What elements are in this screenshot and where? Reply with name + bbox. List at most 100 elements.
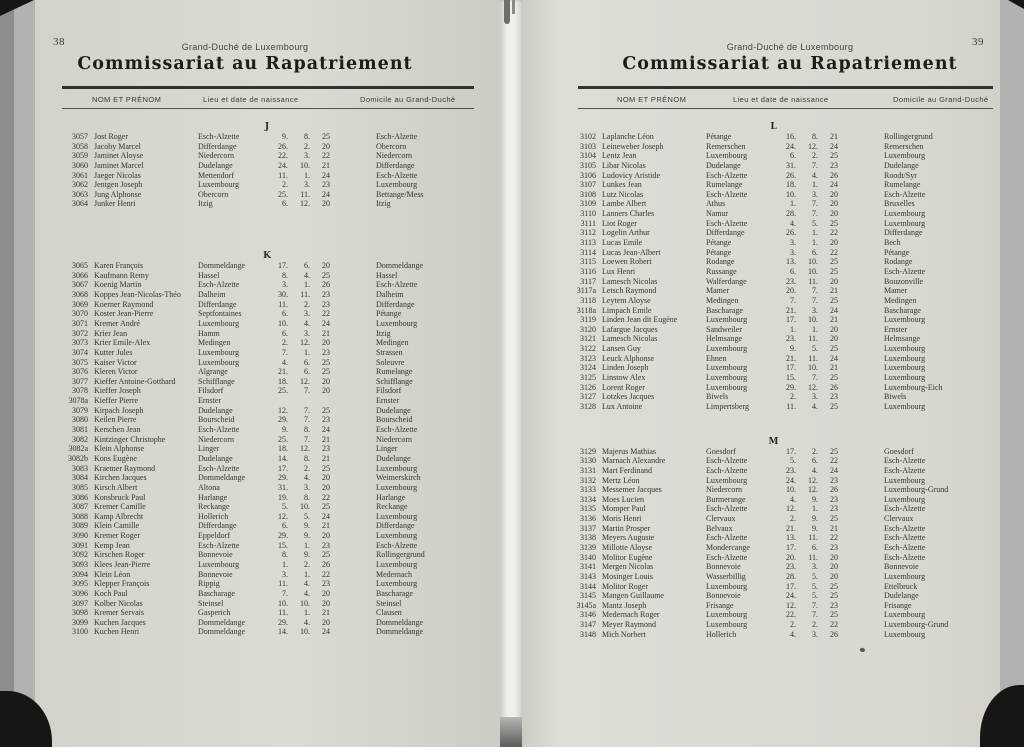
row-birthplace: Luxembourg	[198, 559, 240, 569]
date-part: 21	[830, 523, 838, 533]
row-birthdate: 19. 8. 22	[260, 493, 334, 503]
date-part: 2.	[304, 299, 310, 309]
row-name: Mich Norbert	[602, 629, 646, 639]
row-birthplace: Differdange	[198, 521, 237, 531]
table-row: 3099 Kuchen Jacques Dommeldange 29. 4. 20 Domm…	[60, 618, 475, 628]
row-domicile: Pétange	[376, 309, 402, 319]
row-birthdate: 6. 9. 21	[260, 521, 334, 531]
table-row: 3121 Lamesch Nicolas Helmsange 23. 11. 20 Helm…	[568, 334, 980, 344]
row-birthdate: 17. 10. 21	[768, 363, 842, 373]
row-name: Kremer Roger	[94, 531, 140, 541]
row-name: Leytem Aloyse	[602, 295, 651, 305]
row-domicile: Luxembourg-Grund	[884, 485, 949, 495]
date-part: 3.	[790, 238, 796, 248]
row-name: Lentz Jean	[602, 151, 637, 161]
date-part: 2.	[790, 514, 796, 524]
date-part: 4.	[304, 588, 310, 598]
table-row: 3071 Kremer André Luxembourg 10. 4. 24 Luxembo…	[60, 319, 475, 329]
row-birthplace: Dudelange	[706, 160, 741, 170]
date-part: 4.	[304, 473, 310, 483]
row-birthplace: Dalheim	[198, 290, 226, 300]
date-part: 20.	[786, 552, 796, 562]
row-domicile: Dalheim	[376, 290, 404, 300]
row-domicile: Esch-Alzette	[376, 425, 418, 435]
row-birthdate: 18. 1. 24	[768, 180, 842, 190]
row-domicile: Esch-Alzette	[376, 540, 418, 550]
date-part: 23.	[786, 562, 796, 572]
date-part: 18.	[786, 180, 796, 190]
row-birthdate: 2. 3. 23	[260, 180, 334, 190]
date-part: 10.	[808, 266, 818, 276]
table-row: 3086 Konsbruck Paul Harlange 19. 8. 22 Harlang…	[60, 493, 475, 503]
date-part: 23.	[786, 465, 796, 475]
row-birthdate: 15. 1. 23	[260, 541, 334, 551]
row-birthdate: 7. 1. 23	[260, 348, 334, 358]
row-domicile: Ernster	[376, 396, 400, 406]
row-birthdate: 12. 5. 24	[260, 512, 334, 522]
row-number: 3128	[580, 401, 596, 411]
row-number: 3099	[72, 617, 88, 627]
row-birthdate: 29. 4. 20	[260, 618, 334, 628]
row-birthdate: 9. 8. 25	[260, 132, 334, 142]
row-domicile: Luxembourg	[376, 482, 418, 492]
row-domicile: Esch-Alzette	[884, 542, 926, 552]
row-birthplace: Medingen	[706, 295, 739, 305]
row-domicile: Luxembourg	[884, 209, 926, 219]
date-part: 22.	[786, 610, 796, 620]
date-part: 26	[322, 559, 330, 569]
date-part: 21.	[278, 367, 288, 377]
row-number: 3092	[72, 550, 88, 560]
row-domicile: Rollingergrund	[376, 550, 425, 560]
row-birthplace: Goesdorf	[706, 446, 736, 456]
date-part: 5.	[812, 344, 818, 354]
row-birthplace: Wasserbillig	[706, 571, 746, 581]
row-birthplace: Esch-Alzette	[706, 504, 748, 514]
row-domicile: Helmsange	[884, 334, 920, 344]
row-number: 3073	[72, 338, 88, 348]
row-birthdate: 1. 2. 26	[260, 560, 334, 570]
date-part: 10.	[278, 598, 288, 608]
row-domicile: Harlange	[376, 492, 406, 502]
table-row: 3069 Koerner Raymond Differdange 11. 2. 23 Dif…	[60, 300, 475, 310]
date-part: 7.	[790, 295, 796, 305]
row-birthplace: Eppeldorf	[198, 531, 230, 541]
row-birthdate: 20. 7. 21	[768, 286, 842, 296]
row-birthdate: 10. 4. 24	[260, 319, 334, 329]
date-part: 1.	[282, 559, 288, 569]
date-part: 13.	[786, 257, 796, 267]
row-birthplace: Pétange	[706, 132, 732, 141]
row-domicile: Luxembourg-Eich	[884, 382, 943, 392]
row-birthplace: Itzig	[198, 199, 213, 209]
table-row: 3106 Ludovicy Aristide Esch-Alzette 26. 4. 26…	[568, 171, 980, 181]
date-part: 23	[830, 392, 838, 402]
date-part: 25	[830, 591, 838, 601]
date-part: 5.	[304, 511, 310, 521]
date-part: 1.	[304, 347, 310, 357]
date-part: 8.	[812, 132, 818, 141]
row-number: 3070	[72, 309, 88, 319]
date-part: 7.	[304, 386, 310, 396]
date-part: 2.	[790, 620, 796, 630]
date-part: 2.	[812, 620, 818, 630]
date-part: 21	[322, 160, 330, 170]
date-part: 23	[322, 444, 330, 454]
row-number: 3110	[580, 209, 596, 219]
row-name: Lamesch Nicolas	[602, 334, 658, 344]
date-part: 2.	[282, 338, 288, 348]
table-row: 3103 Leineweber Joseph Remerschen 24. 12. 24 R…	[568, 142, 980, 152]
date-part: 3.	[812, 305, 818, 315]
table-row: 3111 Liot Roger Esch-Alzette 4. 5. 25 Luxembou…	[568, 219, 980, 229]
date-part: 12.	[300, 338, 310, 348]
row-name: Lansen Guy	[602, 344, 641, 354]
date-part: 11.	[278, 299, 288, 309]
row-birthplace: Esch-Alzette	[198, 132, 240, 141]
date-part: 6.	[304, 261, 310, 271]
row-birthplace: Belvaux	[706, 523, 733, 533]
date-part: 23	[830, 494, 838, 504]
row-domicile: Esch-Alzette	[884, 504, 926, 514]
row-number: 3115	[580, 257, 596, 267]
row-birthdate: 26. 2. 20	[260, 142, 334, 152]
table-row: 3067 Koenig Martin Esch-Alzette 3. 1. 26 Esch-…	[60, 280, 475, 290]
row-birthplace: Remerschen	[706, 141, 746, 151]
date-part: 25.	[278, 189, 288, 199]
